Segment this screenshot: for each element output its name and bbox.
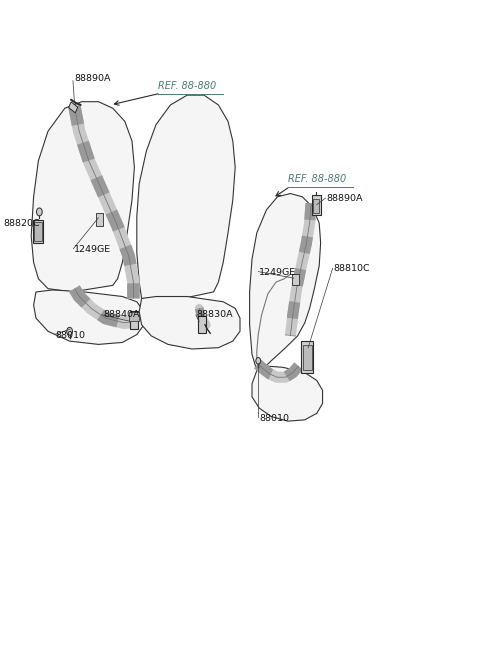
Polygon shape [139, 297, 240, 349]
Circle shape [256, 358, 261, 364]
Text: 88010: 88010 [55, 331, 85, 340]
Text: 88010: 88010 [259, 414, 289, 423]
Bar [292, 274, 299, 285]
Bar [34, 222, 42, 241]
Bar [129, 312, 139, 321]
Bar [198, 316, 206, 333]
Text: 1249GE: 1249GE [74, 245, 111, 254]
Bar [130, 311, 138, 329]
Polygon shape [34, 290, 144, 344]
Text: 1249GE: 1249GE [259, 268, 296, 277]
Polygon shape [31, 102, 134, 292]
Polygon shape [252, 366, 323, 421]
Bar [33, 220, 43, 243]
Circle shape [67, 327, 72, 335]
Bar [69, 102, 78, 113]
Circle shape [36, 208, 42, 216]
Text: 88810C: 88810C [334, 264, 370, 274]
Polygon shape [137, 95, 235, 298]
Text: 88830A: 88830A [197, 310, 233, 319]
Text: REF. 88-880: REF. 88-880 [288, 174, 346, 184]
Bar [303, 345, 312, 370]
Text: 88890A: 88890A [326, 194, 363, 203]
Bar [313, 199, 319, 213]
Bar [312, 195, 321, 215]
Text: 88890A: 88890A [74, 74, 111, 83]
Bar [301, 341, 313, 373]
Text: REF. 88-880: REF. 88-880 [158, 81, 216, 91]
Text: 88820C: 88820C [4, 218, 40, 228]
Text: 88840A: 88840A [103, 310, 140, 319]
Polygon shape [250, 194, 321, 371]
Bar [96, 213, 103, 226]
